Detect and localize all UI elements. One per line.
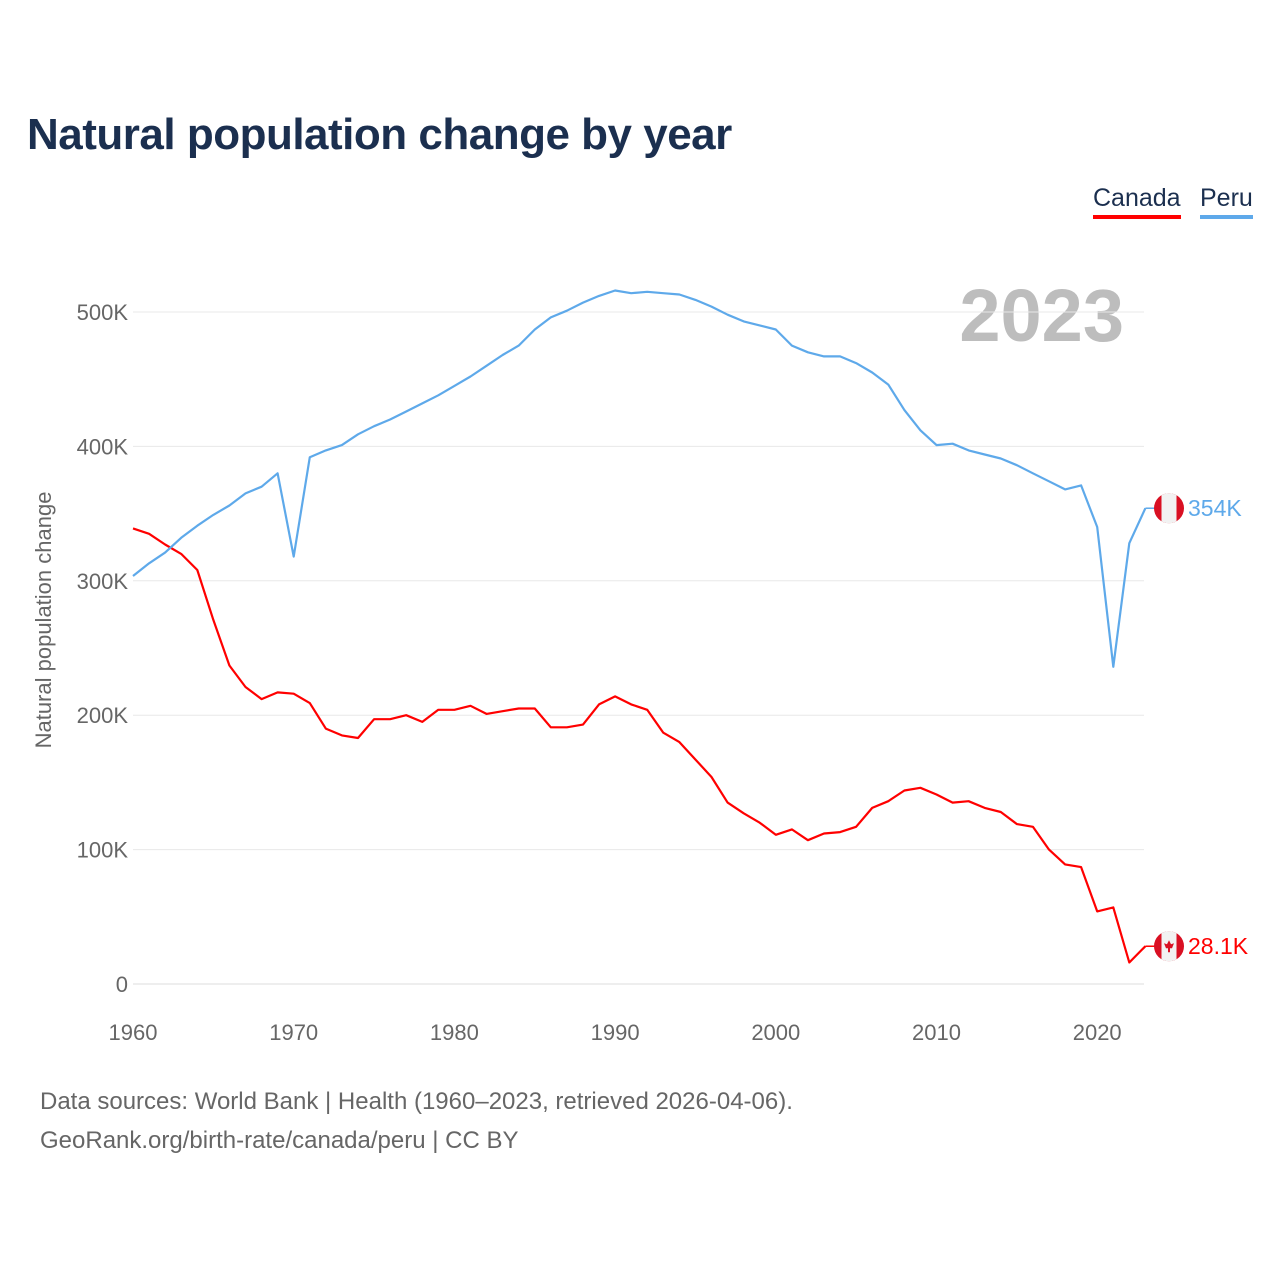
end-value-label-peru: 354K [1188, 495, 1242, 521]
x-tick-label: 2000 [751, 1020, 800, 1045]
legend-peru[interactable]: Peru [1200, 184, 1253, 219]
y-tick-label: 300K [77, 569, 129, 594]
maple-leaf [1164, 940, 1174, 953]
y-tick-label: 400K [77, 434, 129, 459]
y-tick-label: 0 [116, 972, 128, 997]
legend-canada[interactable]: Canada [1093, 184, 1181, 219]
y-tick-label: 200K [77, 703, 129, 728]
series-line-peru [132, 289, 1147, 668]
x-tick-label: 1970 [269, 1020, 318, 1045]
x-tick-label: 1990 [591, 1020, 640, 1045]
canada-flag-icon [1154, 931, 1184, 962]
y-axis-label: Natural population change [31, 492, 56, 749]
chart-title: Natural population change by year [27, 110, 732, 159]
x-tick-label: 1980 [430, 1020, 479, 1045]
x-tick-label: 2010 [912, 1020, 961, 1045]
footer-sources: Data sources: World Bank | Health (1960–… [40, 1088, 793, 1115]
peru-flag-icon [1154, 493, 1184, 524]
x-tick-label: 2020 [1073, 1020, 1122, 1045]
end-value-label-canada: 28.1K [1188, 933, 1249, 959]
y-tick-label: 500K [77, 300, 129, 325]
y-tick-label: 100K [77, 838, 129, 863]
series-line-canada [132, 527, 1147, 964]
footer-credit[interactable]: GeoRank.org/birth-rate/canada/peru | CC … [40, 1127, 519, 1154]
x-tick-label: 1960 [109, 1020, 158, 1045]
flag-white-band [1161, 493, 1177, 524]
year-watermark: 2023 [959, 274, 1124, 357]
